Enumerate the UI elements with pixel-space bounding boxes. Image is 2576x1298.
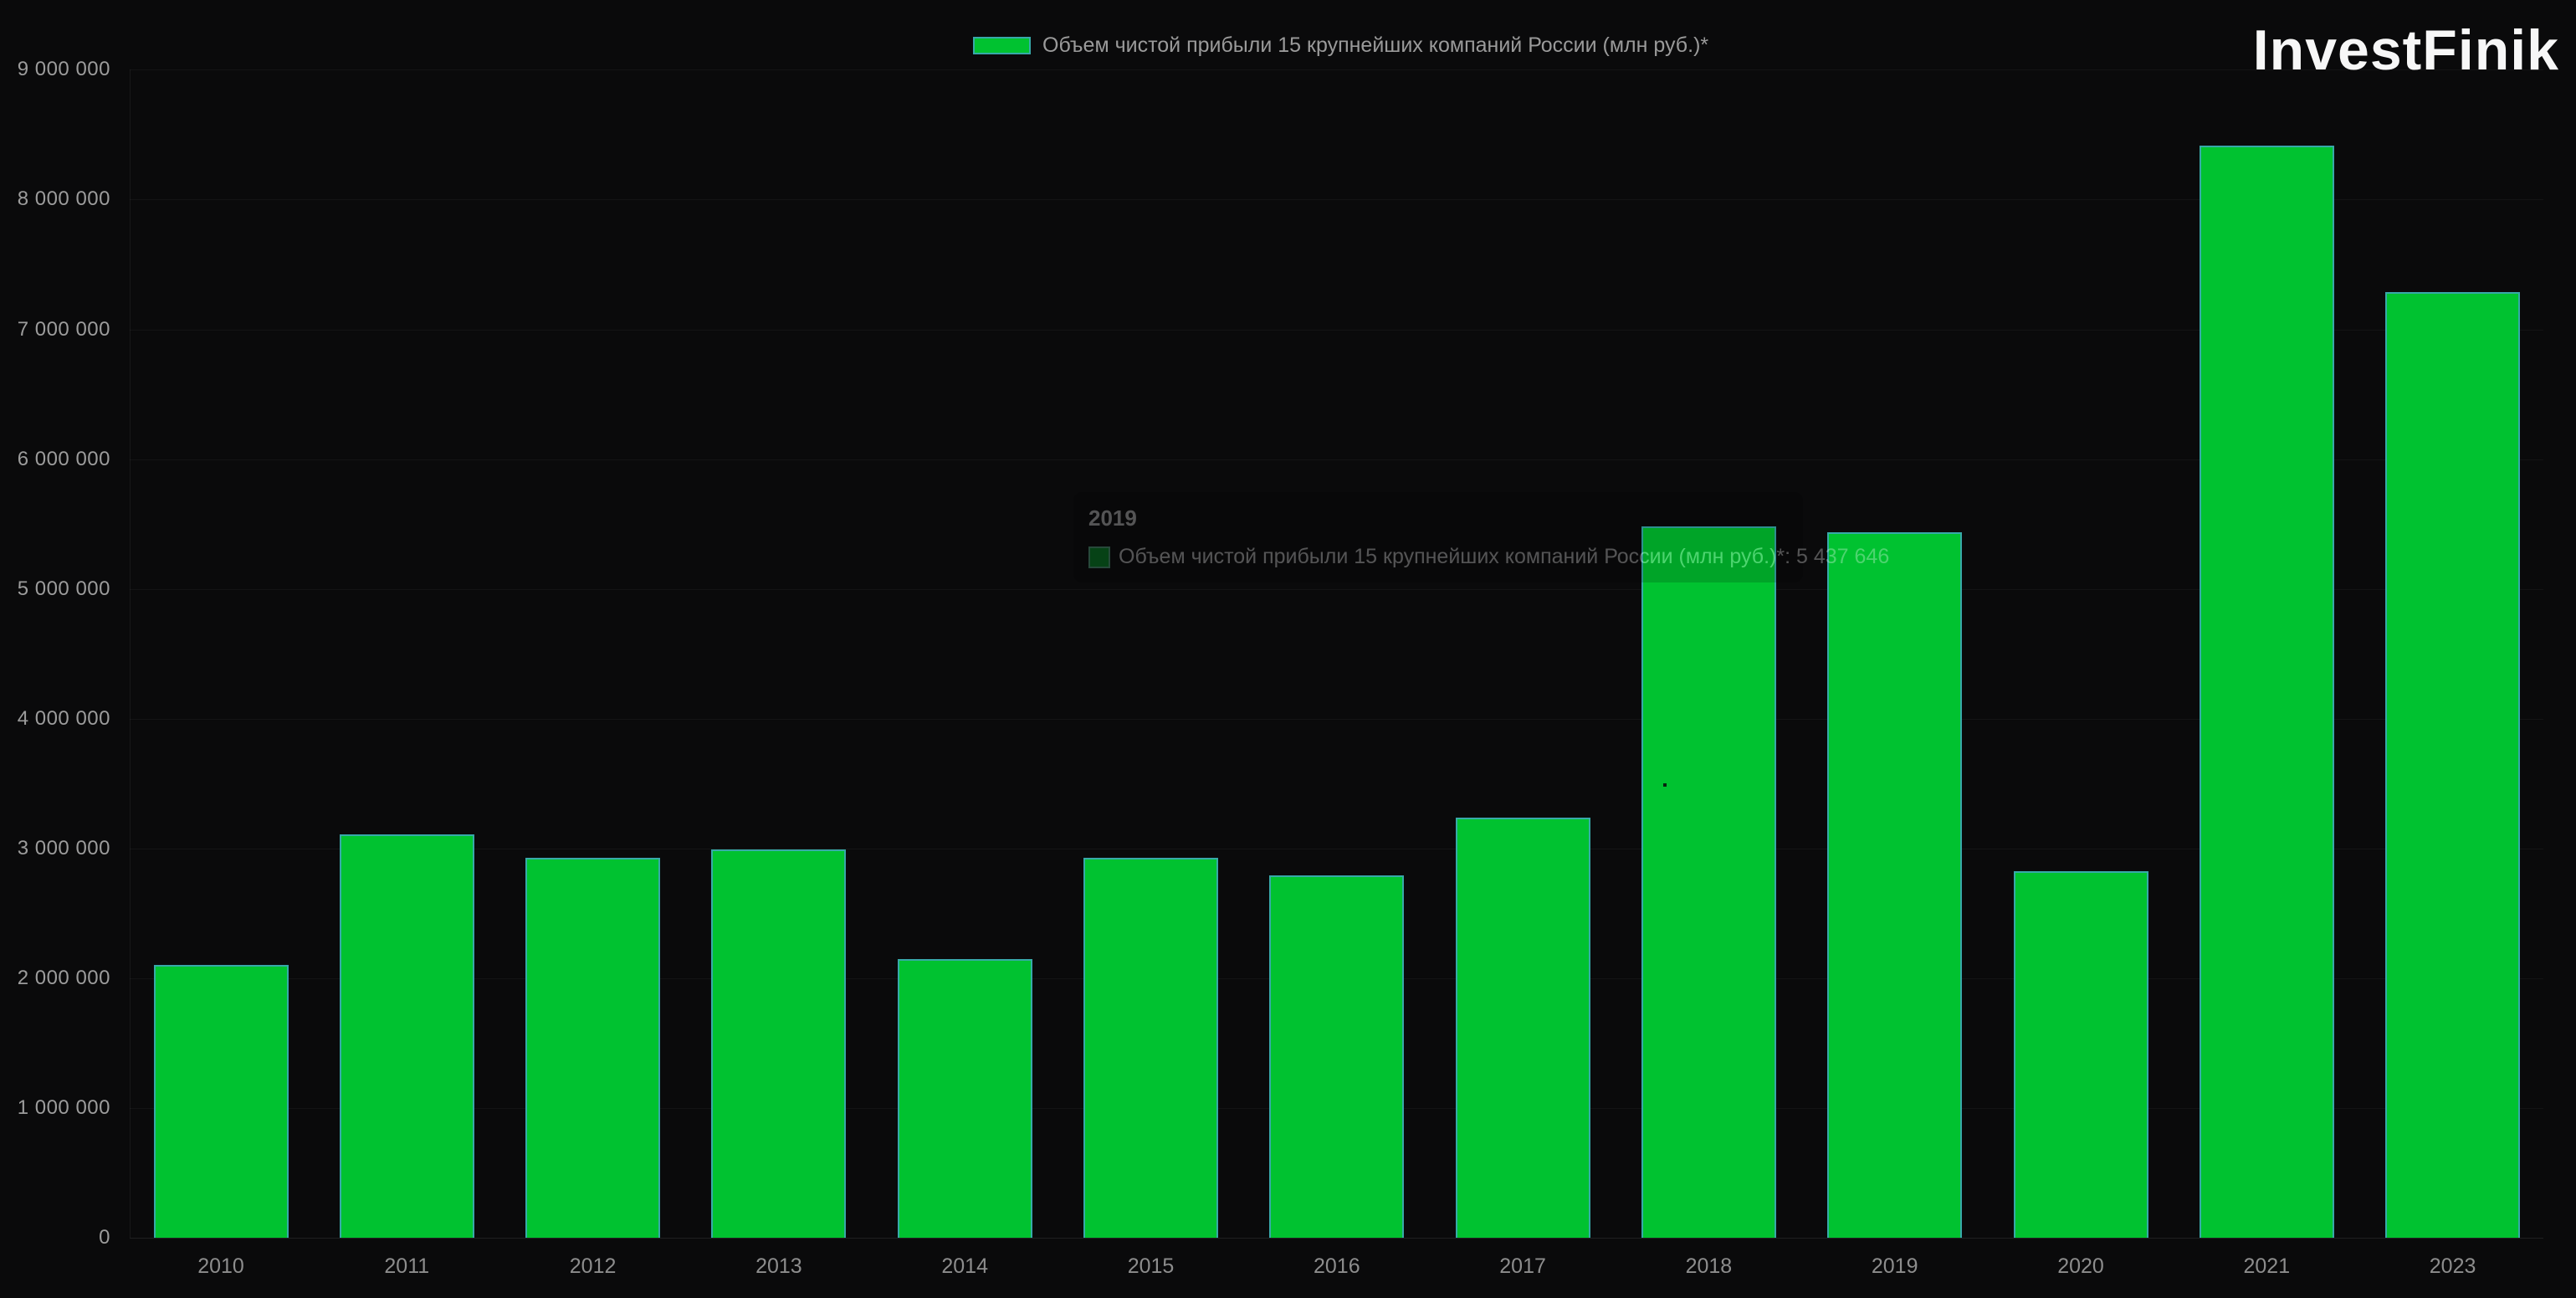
x-axis-tick-label: 2013 [755, 1254, 802, 1278]
y-axis-tick-label: 1 000 000 [17, 1095, 110, 1119]
y-gridline [130, 1238, 2543, 1239]
y-axis-tick-label: 8 000 000 [17, 187, 110, 211]
bar-2021[interactable] [2199, 146, 2334, 1238]
y-gridline [130, 588, 2543, 590]
y-axis-tick-label: 3 000 000 [17, 836, 110, 859]
legend-label: Объем чистой прибыли 15 крупнейших компа… [1042, 33, 1709, 57]
chart-tooltip: 2019 Объем чистой прибыли 15 крупнейших … [1073, 492, 1889, 582]
y-gridline [130, 718, 2543, 720]
y-gridline [130, 329, 2543, 331]
y-gridline [130, 69, 2543, 71]
x-axis-tick-label: 2016 [1313, 1254, 1360, 1278]
y-gridline [130, 199, 2543, 201]
bar-2019[interactable] [1827, 531, 1963, 1238]
bar-2014[interactable] [897, 958, 1032, 1238]
bar-2010[interactable] [153, 965, 289, 1238]
x-axis-tick-label: 2023 [2429, 1254, 2476, 1278]
x-axis-tick-label: 2011 [384, 1254, 430, 1278]
x-axis-tick-label: 2015 [1127, 1254, 1175, 1278]
bar-2016[interactable] [1269, 875, 1405, 1238]
bar-2017[interactable] [1455, 817, 1590, 1238]
y-axis-tick-label: 4 000 000 [17, 706, 110, 730]
y-axis-tick-label: 9 000 000 [17, 58, 110, 81]
x-axis-tick-label: 2014 [941, 1254, 988, 1278]
tooltip-value-text: Объем чистой прибыли 15 крупнейших компа… [1119, 545, 1890, 568]
brand-logo: InvestFinik [2252, 18, 2559, 82]
legend-item[interactable]: Объем чистой прибыли 15 крупнейших компа… [973, 33, 1708, 57]
x-axis-tick-label: 2018 [1685, 1254, 1733, 1278]
y-axis-tick-label: 7 000 000 [17, 317, 110, 341]
cursor-dot-artifact [1663, 783, 1667, 787]
tooltip-swatch [1088, 546, 1110, 568]
bar-2015[interactable] [1083, 858, 1218, 1238]
bar-2018[interactable] [1641, 526, 1776, 1238]
bar-2023[interactable] [2385, 291, 2521, 1238]
legend-swatch [973, 36, 1031, 54]
y-axis-tick-label: 6 000 000 [17, 447, 110, 470]
bar-2020[interactable] [2013, 870, 2148, 1238]
y-axis-tick-label: 5 000 000 [17, 577, 110, 600]
x-axis-tick-label: 2019 [1871, 1254, 1918, 1278]
y-gridline [130, 459, 2543, 460]
bar-2012[interactable] [525, 858, 661, 1238]
x-axis-tick-label: 2020 [2057, 1254, 2104, 1278]
tooltip-title: 2019 [1088, 505, 1137, 531]
x-axis-tick-label: 2010 [197, 1254, 244, 1278]
y-axis-tick-label: 2 000 000 [17, 966, 110, 989]
x-axis-tick-label: 2012 [569, 1254, 617, 1278]
y-axis-line [130, 69, 131, 1238]
y-axis-tick-label: 0 [99, 1226, 110, 1249]
bar-2013[interactable] [711, 849, 847, 1238]
x-axis-tick-label: 2017 [1499, 1254, 1546, 1278]
x-axis-tick-label: 2021 [2243, 1254, 2291, 1278]
bar-2011[interactable] [339, 834, 474, 1238]
